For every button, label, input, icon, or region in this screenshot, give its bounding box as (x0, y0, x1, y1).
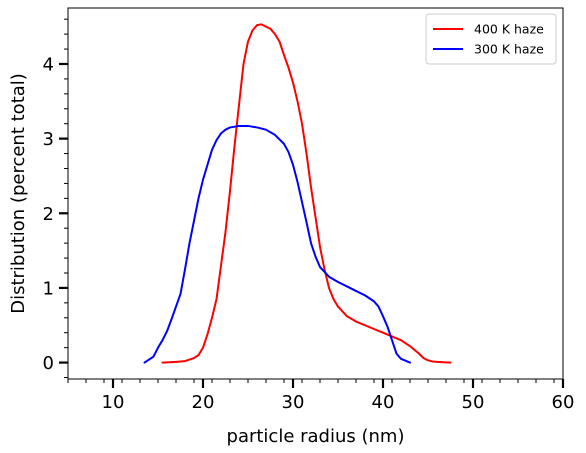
x-tick-label: 40 (372, 392, 395, 413)
y-tick-label: 0 (43, 353, 54, 374)
y-axis-ticks: 0 1 2 3 4 (43, 18, 68, 379)
legend-box (425, 13, 557, 65)
legend-label-400k: 400 K haze (474, 22, 544, 37)
legend: 400 K haze 300 K haze (425, 13, 557, 65)
x-axis-ticks: 10 20 30 40 50 60 (67, 379, 575, 413)
x-axis-label: particle radius (nm) (227, 426, 405, 447)
series-line-300k (143, 124, 411, 364)
legend-item-300k: 300 K haze (433, 42, 544, 57)
y-tick-label: 4 (43, 54, 54, 75)
x-tick-label: 10 (102, 392, 125, 413)
x-tick-label: 20 (192, 392, 215, 413)
x-tick-label: 60 (552, 392, 575, 413)
series-layer (143, 23, 452, 364)
x-tick-label: 50 (462, 392, 485, 413)
legend-item-400k: 400 K haze (433, 22, 544, 37)
plot-frame (67, 7, 564, 380)
x-tick-label: 30 (282, 392, 305, 413)
y-tick-label: 1 (43, 278, 54, 299)
y-tick-label: 2 (43, 204, 54, 225)
y-axis-label: Distribution (percent total) (8, 73, 29, 314)
axes-frame (67, 7, 564, 380)
legend-label-300k: 300 K haze (474, 42, 544, 57)
y-tick-label: 3 (43, 129, 54, 150)
